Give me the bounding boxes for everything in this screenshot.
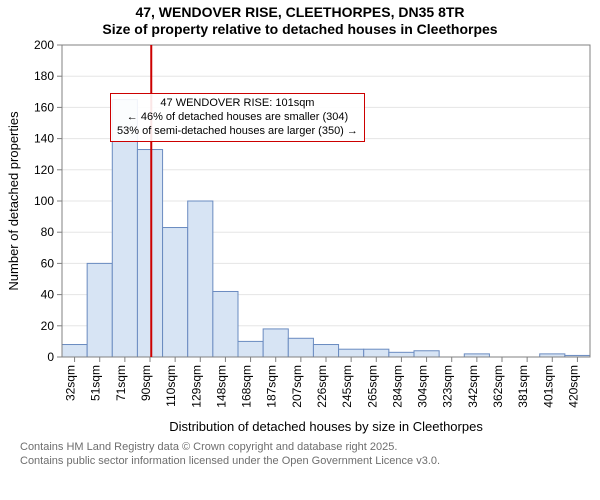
- chart-title-line2: Size of property relative to detached ho…: [0, 21, 600, 37]
- footer-line2: Contains public sector information licen…: [20, 455, 600, 469]
- svg-text:Number of detached properties: Number of detached properties: [6, 111, 21, 291]
- svg-text:140: 140: [34, 132, 54, 146]
- svg-text:284sqm: 284sqm: [390, 365, 404, 408]
- svg-text:90sqm: 90sqm: [139, 365, 153, 401]
- svg-text:168sqm: 168sqm: [240, 365, 254, 408]
- svg-text:Distribution of detached house: Distribution of detached houses by size …: [169, 419, 483, 434]
- chart-title-line1: 47, WENDOVER RISE, CLEETHORPES, DN35 8TR: [0, 4, 600, 20]
- svg-text:51sqm: 51sqm: [89, 365, 103, 401]
- svg-text:207sqm: 207sqm: [290, 365, 304, 408]
- annotation-line2: ← 46% of detached houses are smaller (30…: [117, 111, 358, 125]
- annotation-box: 47 WENDOVER RISE: 101sqm ← 46% of detach…: [110, 93, 365, 142]
- svg-text:100: 100: [34, 194, 54, 208]
- svg-text:80: 80: [41, 225, 55, 239]
- svg-text:160: 160: [34, 100, 54, 114]
- svg-text:110sqm: 110sqm: [164, 365, 178, 407]
- svg-text:120: 120: [34, 163, 54, 177]
- svg-text:148sqm: 148sqm: [214, 365, 228, 408]
- svg-text:362sqm: 362sqm: [491, 365, 505, 408]
- footer-line1: Contains HM Land Registry data © Crown c…: [20, 441, 600, 455]
- svg-text:71sqm: 71sqm: [114, 365, 128, 401]
- svg-text:304sqm: 304sqm: [416, 365, 430, 408]
- svg-text:187sqm: 187sqm: [265, 365, 279, 408]
- svg-text:381sqm: 381sqm: [516, 365, 530, 408]
- svg-text:401sqm: 401sqm: [541, 365, 555, 408]
- annotation-line3: 53% of semi-detached houses are larger (…: [117, 125, 358, 139]
- svg-text:40: 40: [41, 288, 55, 302]
- svg-text:265sqm: 265sqm: [365, 365, 379, 408]
- svg-text:20: 20: [41, 319, 55, 333]
- svg-text:323sqm: 323sqm: [441, 365, 455, 408]
- svg-text:0: 0: [47, 350, 54, 364]
- svg-text:420sqm: 420sqm: [566, 365, 580, 408]
- svg-text:129sqm: 129sqm: [189, 365, 203, 408]
- svg-text:226sqm: 226sqm: [315, 365, 329, 408]
- annotation-line1: 47 WENDOVER RISE: 101sqm: [117, 97, 358, 111]
- svg-text:342sqm: 342sqm: [466, 365, 480, 408]
- svg-text:32sqm: 32sqm: [64, 365, 78, 401]
- svg-text:180: 180: [34, 69, 54, 83]
- svg-text:245sqm: 245sqm: [340, 365, 354, 408]
- chart-area: 0 20 40 60 80 100 120 140 160 180 200 32sqm 51sqm 71s…: [0, 37, 600, 437]
- svg-text:60: 60: [41, 256, 55, 270]
- svg-text:200: 200: [34, 38, 54, 52]
